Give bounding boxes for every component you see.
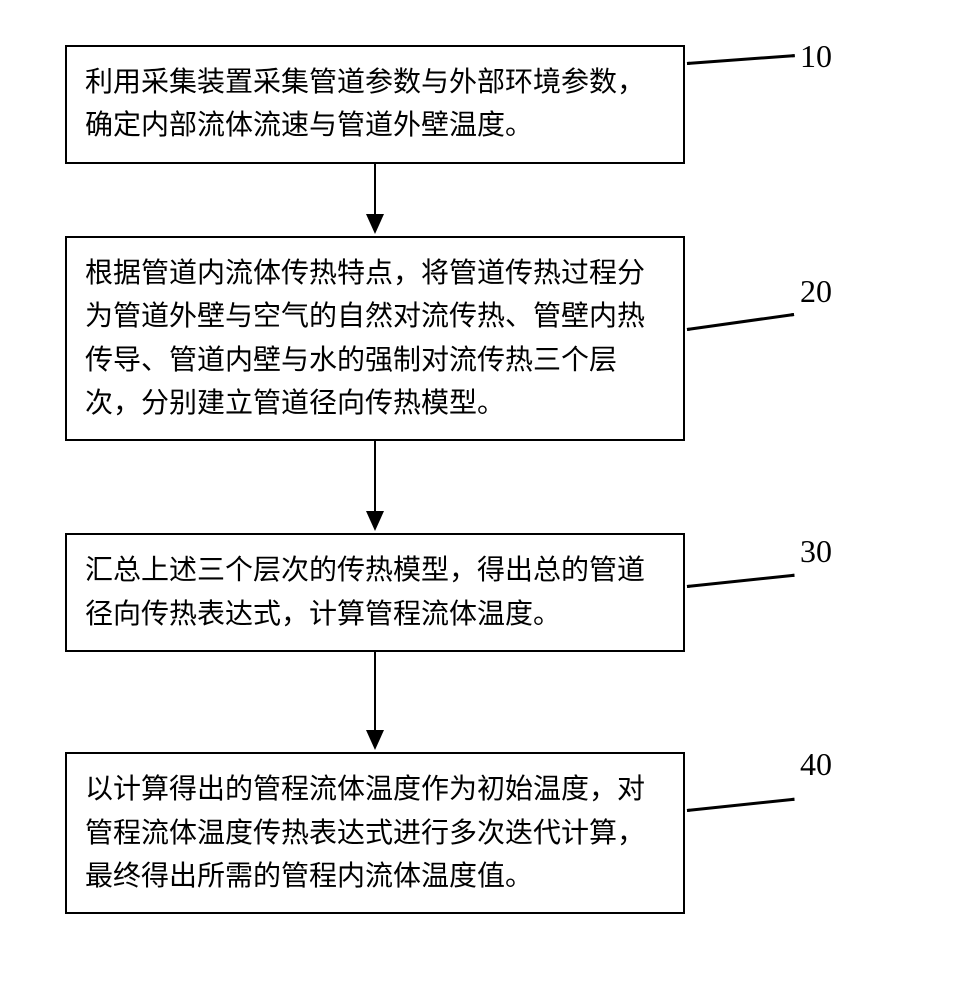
flow-box-text: 以计算得出的管程流体温度作为初始温度，对管程流体温度传热表达式进行多次迭代计算，…	[85, 774, 645, 892]
flow-box-text: 利用采集装置采集管道参数与外部环境参数，确定内部流体流速与管道外壁温度。	[85, 67, 645, 141]
label-20: 20	[800, 275, 832, 307]
label-30: 30	[800, 535, 832, 567]
arrow-line	[374, 441, 377, 513]
arrow-head-icon	[366, 214, 384, 234]
flow-box-40: 以计算得出的管程流体温度作为初始温度，对管程流体温度传热表达式进行多次迭代计算，…	[65, 752, 685, 914]
arrow-line	[374, 164, 377, 216]
connector-line-10	[687, 54, 795, 64]
flow-box-30: 汇总上述三个层次的传热模型，得出总的管道径向传热表达式，计算管程流体温度。	[65, 533, 685, 652]
connector-line-40	[687, 798, 795, 812]
arrow-line	[374, 652, 377, 732]
connector-line-30	[687, 574, 795, 588]
flow-box-text: 根据管道内流体传热特点，将管道传热过程分为管道外壁与空气的自然对流传热、管壁内热…	[85, 258, 645, 419]
arrow-head-icon	[366, 511, 384, 531]
connector-line-20	[687, 313, 794, 331]
arrow-head-icon	[366, 730, 384, 750]
arrow-2	[65, 441, 685, 533]
flow-box-20: 根据管道内流体传热特点，将管道传热过程分为管道外壁与空气的自然对流传热、管壁内热…	[65, 236, 685, 442]
flowchart-container: 利用采集装置采集管道参数与外部环境参数，确定内部流体流速与管道外壁温度。 根据管…	[65, 45, 895, 914]
arrow-3	[65, 652, 685, 752]
flow-box-10: 利用采集装置采集管道参数与外部环境参数，确定内部流体流速与管道外壁温度。	[65, 45, 685, 164]
arrow-1	[65, 164, 685, 236]
label-40: 40	[800, 748, 832, 780]
flow-box-text: 汇总上述三个层次的传热模型，得出总的管道径向传热表达式，计算管程流体温度。	[85, 555, 645, 629]
label-10: 10	[800, 40, 832, 72]
